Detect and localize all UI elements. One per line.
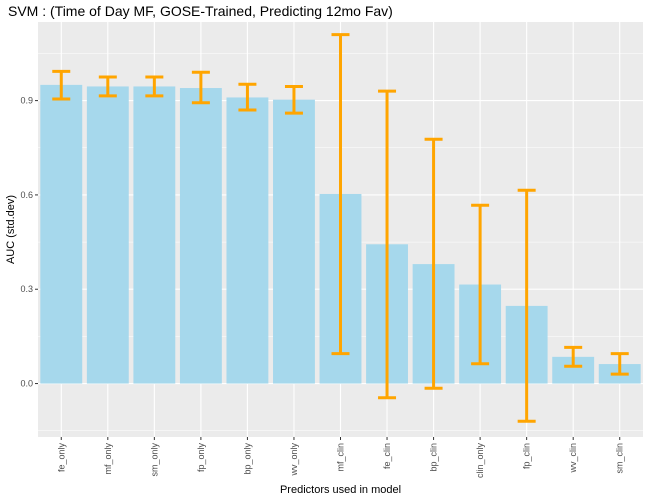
bar-wv_only xyxy=(273,99,315,384)
errorbar-mf_clin xyxy=(331,33,350,356)
x-tick-label: clin_only xyxy=(475,443,485,479)
errorbar-sm_clin xyxy=(610,352,629,376)
x-tick-label: fp_clin xyxy=(522,443,532,469)
errorbar-wv_clin xyxy=(564,345,583,368)
x-tick-label: wv_only xyxy=(289,443,299,477)
bar-fe_only xyxy=(40,84,83,384)
x-tick-label: sm_only xyxy=(149,443,159,477)
x-axis-title: Predictors used in model xyxy=(280,484,401,496)
x-tick-label: mf_clin xyxy=(336,443,346,472)
errorbar-mf_only xyxy=(98,75,117,98)
y-axis-title: AUC (std.dev) xyxy=(5,195,17,264)
y-tick-label: 0.9 xyxy=(20,96,33,106)
x-tick-label: wv_clin xyxy=(568,443,578,474)
bar-sm_only xyxy=(133,86,176,384)
y-tick-label: 0.6 xyxy=(20,190,33,200)
chart-title: SVM : (Time of Day MF, GOSE-Trained, Pre… xyxy=(8,3,393,19)
errorbar-fe_only xyxy=(52,69,71,101)
x-tick-label: fe_only xyxy=(56,443,66,473)
errorbar-clin_only xyxy=(471,203,490,366)
bar-bp_only xyxy=(226,97,269,384)
x-tick-label: fe_clin xyxy=(382,443,392,469)
y-tick-label: 0.0 xyxy=(20,379,33,389)
errorbar-wv_only xyxy=(284,84,303,115)
errorbar-bp_only xyxy=(238,82,257,112)
x-tick-label: bp_clin xyxy=(429,443,439,472)
bar-fp_only xyxy=(179,88,222,384)
errorbar-fe_clin xyxy=(378,89,397,400)
errorbars-layer xyxy=(52,33,629,423)
y-tick-label: 0.3 xyxy=(20,284,33,294)
x-tick-label: mf_only xyxy=(103,443,113,475)
y-axis: 0.0 0.3 0.6 0.9 xyxy=(20,96,38,389)
x-tick-label: sm_clin xyxy=(615,443,625,474)
errorbar-bp_clin xyxy=(424,137,443,390)
x-axis: fe_only mf_only sm_only fp_only bp_only wv_on… xyxy=(56,437,625,479)
errorbar-fp_only xyxy=(191,70,210,105)
errorbar-sm_only xyxy=(145,75,164,98)
errorbar-fp_clin xyxy=(517,188,536,423)
x-tick-label: bp_only xyxy=(242,443,252,475)
x-tick-label: fp_only xyxy=(196,443,206,473)
bars-layer xyxy=(40,84,641,384)
bar-mf_only xyxy=(86,86,129,384)
